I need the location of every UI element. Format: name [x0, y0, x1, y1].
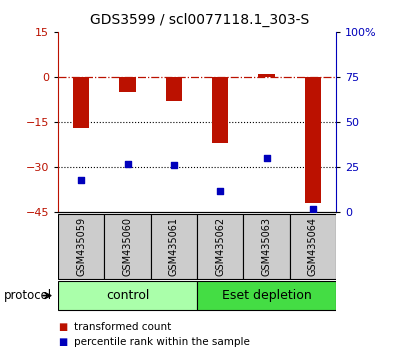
Text: percentile rank within the sample: percentile rank within the sample: [74, 337, 250, 347]
Text: GSM435061: GSM435061: [169, 217, 179, 275]
Point: [78, 177, 84, 183]
Text: transformed count: transformed count: [74, 322, 171, 332]
Text: Eset depletion: Eset depletion: [222, 289, 311, 302]
Bar: [119, 77, 136, 92]
Bar: [212, 77, 228, 143]
Bar: [73, 77, 89, 128]
Bar: [104, 214, 150, 279]
Point: [310, 206, 316, 212]
Text: GSM435064: GSM435064: [308, 217, 318, 275]
Text: GDS3599 / scl0077118.1_303-S: GDS3599 / scl0077118.1_303-S: [90, 12, 310, 27]
Bar: [166, 77, 182, 101]
Bar: [258, 74, 275, 77]
Text: GSM435062: GSM435062: [215, 216, 225, 276]
Point: [263, 155, 270, 161]
Bar: [151, 214, 197, 279]
Text: GSM435059: GSM435059: [76, 216, 86, 276]
Text: protocol: protocol: [4, 289, 52, 302]
Bar: [58, 214, 104, 279]
Bar: [197, 281, 336, 310]
Text: ■: ■: [58, 337, 67, 347]
Text: GSM435063: GSM435063: [262, 217, 272, 275]
Bar: [244, 214, 290, 279]
Bar: [58, 281, 197, 310]
Point: [217, 188, 223, 194]
Text: GSM435060: GSM435060: [122, 217, 132, 275]
Bar: [290, 214, 336, 279]
Point: [171, 162, 177, 168]
Point: [124, 161, 131, 166]
Bar: [305, 77, 321, 203]
Bar: [197, 214, 243, 279]
Text: control: control: [106, 289, 149, 302]
Text: ■: ■: [58, 322, 67, 332]
